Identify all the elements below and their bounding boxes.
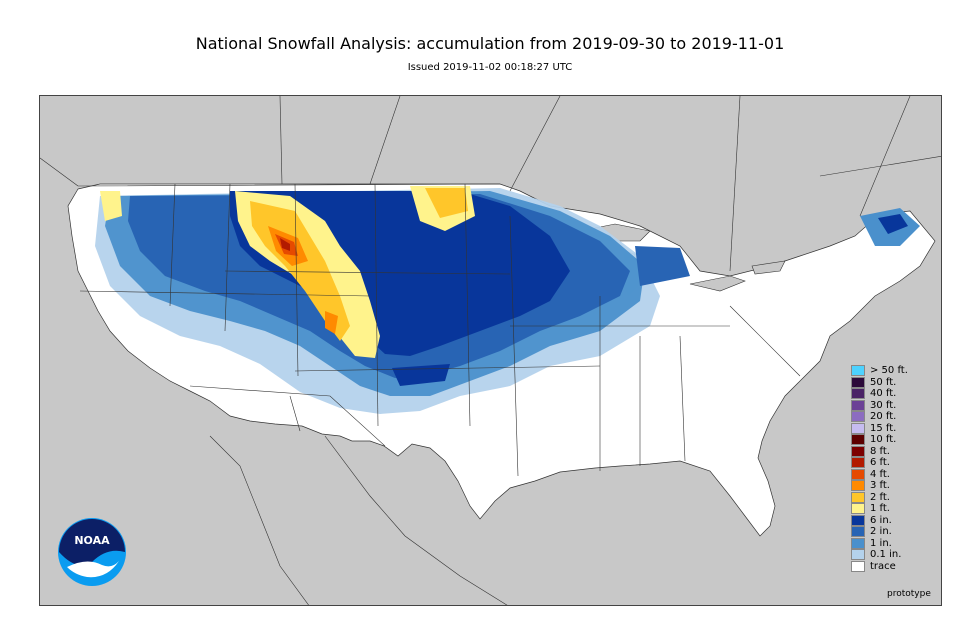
legend-swatch (851, 411, 865, 423)
legend-label: 10 ft. (870, 434, 897, 446)
legend-item: 8 ft. (851, 445, 941, 458)
legend-swatch (851, 537, 865, 549)
legend-label: 1 in. (870, 537, 892, 549)
legend-swatch (851, 480, 865, 492)
legend-swatch (851, 549, 865, 561)
legend-item: 2 ft. (851, 491, 941, 504)
legend-label: 2 ft. (870, 491, 890, 503)
legend-item: 40 ft. (851, 388, 941, 400)
legend: > 50 ft. 50 ft. 40 ft. 30 ft. 20 ft. 15 ft. 10… (851, 365, 941, 572)
legend-label: 8 ft. (870, 445, 890, 457)
snow-mn-2in (635, 246, 690, 286)
legend-swatch (851, 457, 865, 469)
legend-item: 0.1 in. (851, 549, 941, 561)
legend-item: 50 ft. (851, 376, 941, 389)
issued-timestamp: Issued 2019-11-02 00:18:27 UTC (407, 62, 573, 73)
prototype-label: prototype (887, 589, 931, 599)
legend-item: 3 ft. (851, 480, 941, 492)
legend-item: 2 in. (851, 526, 941, 538)
legend-swatch (851, 445, 865, 457)
mexico-outline (209, 435, 508, 605)
boundary-lines (40, 96, 941, 477)
legend-item: 1 in. (851, 537, 941, 550)
map-title: National Snowfall Analysis: accumulation… (195, 34, 785, 53)
legend-swatch (851, 399, 865, 411)
legend-label: 2 in. (870, 526, 892, 538)
legend-label: 40 ft. (870, 388, 897, 400)
snowfall-map (39, 95, 942, 606)
legend-swatch (851, 503, 865, 515)
legend-label: 0.1 in. (870, 549, 902, 561)
legend-item: 30 ft. (851, 399, 941, 412)
legend-swatch (851, 422, 865, 434)
legend-swatch (851, 365, 865, 377)
legend-swatch (851, 526, 865, 538)
snow-sw-6in (392, 364, 450, 386)
legend-swatch (851, 491, 865, 503)
legend-swatch (851, 560, 865, 572)
legend-label: 50 ft. (870, 376, 897, 388)
legend-item: trace (851, 560, 941, 573)
legend-label: 30 ft. (870, 399, 897, 411)
legend-label: 1 ft. (870, 503, 890, 515)
legend-swatch (851, 434, 865, 446)
legend-item: > 50 ft. (851, 365, 941, 377)
legend-label: 3 ft. (870, 480, 890, 492)
legend-item: 1 ft. (851, 503, 941, 515)
legend-label: 15 ft. (870, 422, 897, 434)
snow-ne-6in (878, 214, 908, 234)
noaa-logo: NOAA (58, 518, 126, 586)
legend-item: 6 ft. (851, 457, 941, 469)
legend-item: 4 ft. (851, 468, 941, 481)
legend-item: 6 in. (851, 514, 941, 527)
legend-swatch (851, 388, 865, 400)
noaa-logo-text: NOAA (74, 534, 110, 547)
legend-label: 6 ft. (870, 457, 890, 469)
legend-item: 15 ft. (851, 422, 941, 435)
legend-label: 4 ft. (870, 468, 890, 480)
legend-swatch (851, 514, 865, 526)
snow-6ft (280, 238, 290, 251)
legend-label: trace (870, 560, 896, 572)
legend-item: 10 ft. (851, 434, 941, 446)
snowfall-map-svg (40, 96, 941, 605)
legend-swatch (851, 376, 865, 388)
legend-swatch (851, 468, 865, 480)
legend-label: 6 in. (870, 514, 892, 526)
legend-label: 20 ft. (870, 411, 897, 423)
legend-label: > 50 ft. (870, 365, 908, 377)
legend-item: 20 ft. (851, 411, 941, 423)
